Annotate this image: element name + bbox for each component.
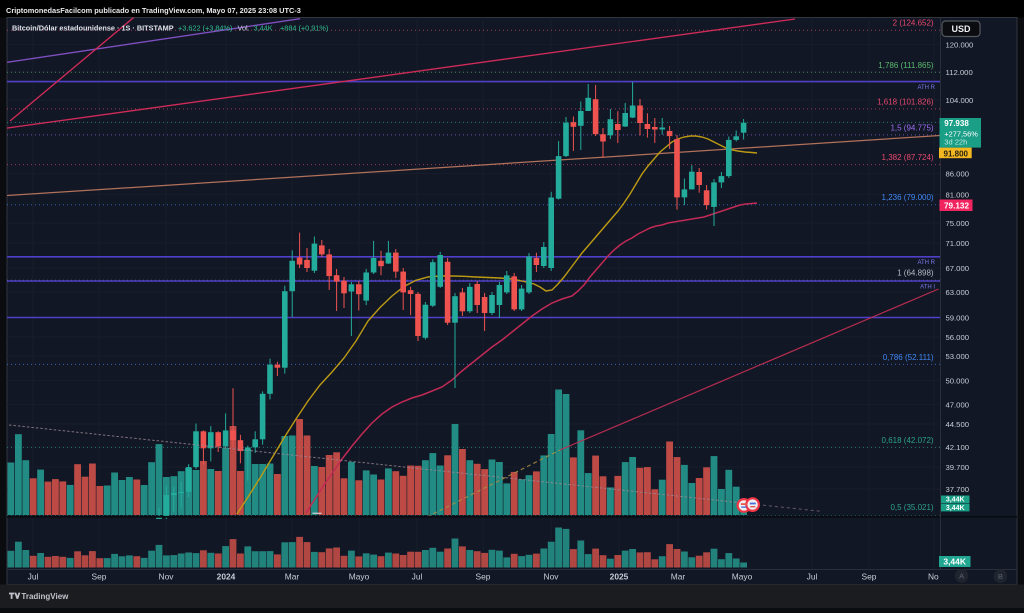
svg-text:Sep: Sep — [476, 572, 491, 582]
svg-text:3,44K: 3,44K — [946, 497, 965, 504]
svg-text:Jul: Jul — [807, 572, 818, 582]
svg-text:No: No — [928, 572, 939, 582]
svg-text:1,618 (101.826): 1,618 (101.826) — [877, 97, 934, 106]
svg-text:2 (124.652): 2 (124.652) — [893, 19, 934, 28]
svg-text:0,618 (42.072): 0,618 (42.072) — [882, 436, 934, 445]
svg-text:3d 22h: 3d 22h — [944, 138, 967, 147]
svg-text:104.000: 104.000 — [946, 96, 974, 105]
svg-text:1,5 (94.775): 1,5 (94.775) — [890, 123, 933, 132]
svg-text:120.000: 120.000 — [946, 41, 974, 50]
svg-text:0,5 (35.021): 0,5 (35.021) — [890, 503, 933, 512]
svg-text:+277,56%: +277,56% — [944, 130, 978, 139]
svg-text:+884 (+0,91%): +884 (+0,91%) — [280, 23, 328, 32]
svg-text:81.000: 81.000 — [946, 191, 970, 200]
svg-text:B: B — [998, 572, 1003, 581]
svg-text:112.000: 112.000 — [946, 68, 973, 77]
svg-text:Mayo: Mayo — [349, 572, 370, 582]
svg-text:Mar: Mar — [285, 572, 300, 582]
svg-text:71.000: 71.000 — [946, 239, 970, 248]
svg-text:Vol.: Vol. — [238, 23, 250, 32]
svg-text:Jul: Jul — [412, 572, 423, 582]
svg-text:63.000: 63.000 — [946, 288, 970, 297]
svg-text:2024: 2024 — [217, 572, 236, 582]
svg-text:67.000: 67.000 — [946, 264, 970, 273]
svg-text:3,44K: 3,44K — [946, 505, 965, 512]
svg-text:39.700: 39.700 — [946, 463, 970, 472]
svg-text:Nov: Nov — [159, 572, 175, 582]
svg-text:42.100: 42.100 — [946, 443, 970, 452]
svg-text:ATH I: ATH I — [920, 284, 935, 290]
svg-text:3,44K: 3,44K — [254, 23, 273, 32]
svg-text:37.700: 37.700 — [946, 485, 970, 494]
svg-text:CriptomonedasFacilcom publicad: CriptomonedasFacilcom publicado en Tradi… — [6, 6, 301, 15]
svg-text:44.500: 44.500 — [946, 420, 970, 429]
svg-text:ATH R: ATH R — [917, 85, 935, 91]
svg-text:Jul: Jul — [28, 572, 39, 582]
svg-text:A: A — [959, 572, 964, 581]
svg-text:Bitcoin/Dólar estadounidense ·: Bitcoin/Dólar estadounidense · 1S · BITS… — [12, 23, 174, 32]
svg-text:97.938: 97.938 — [944, 119, 969, 128]
svg-text:ATH R: ATH R — [917, 260, 935, 266]
svg-text:79.132: 79.132 — [944, 202, 969, 211]
svg-text:75.000: 75.000 — [946, 219, 970, 228]
svg-text:+3.622 (+3,84%): +3.622 (+3,84%) — [178, 23, 232, 32]
svg-text:USD: USD — [951, 24, 971, 34]
svg-text:TradingView: TradingView — [21, 592, 69, 601]
svg-text:Mar: Mar — [671, 572, 686, 582]
svg-text:1,786 (111.865): 1,786 (111.865) — [878, 61, 934, 70]
svg-text:91.800: 91.800 — [944, 149, 969, 158]
svg-text:0,786 (52.111): 0,786 (52.111) — [883, 353, 934, 362]
svg-text:2025: 2025 — [610, 572, 629, 582]
svg-text:Sep: Sep — [92, 572, 107, 582]
svg-text:1,382 (87.724): 1,382 (87.724) — [882, 153, 934, 162]
svg-text:59.000: 59.000 — [946, 314, 970, 323]
svg-text:47.000: 47.000 — [946, 401, 970, 410]
svg-text:Nov: Nov — [544, 572, 560, 582]
svg-text:1,236 (79.000): 1,236 (79.000) — [882, 193, 934, 202]
svg-text:50.000: 50.000 — [946, 377, 970, 386]
svg-text:3,44K: 3,44K — [943, 556, 967, 566]
svg-text:56.000: 56.000 — [946, 333, 970, 342]
svg-text:86.000: 86.000 — [946, 170, 970, 179]
svg-text:Sep: Sep — [862, 572, 877, 582]
svg-text:Mayo: Mayo — [732, 572, 753, 582]
svg-text:1 (64.898): 1 (64.898) — [897, 269, 934, 278]
svg-text:53.000: 53.000 — [946, 352, 970, 361]
